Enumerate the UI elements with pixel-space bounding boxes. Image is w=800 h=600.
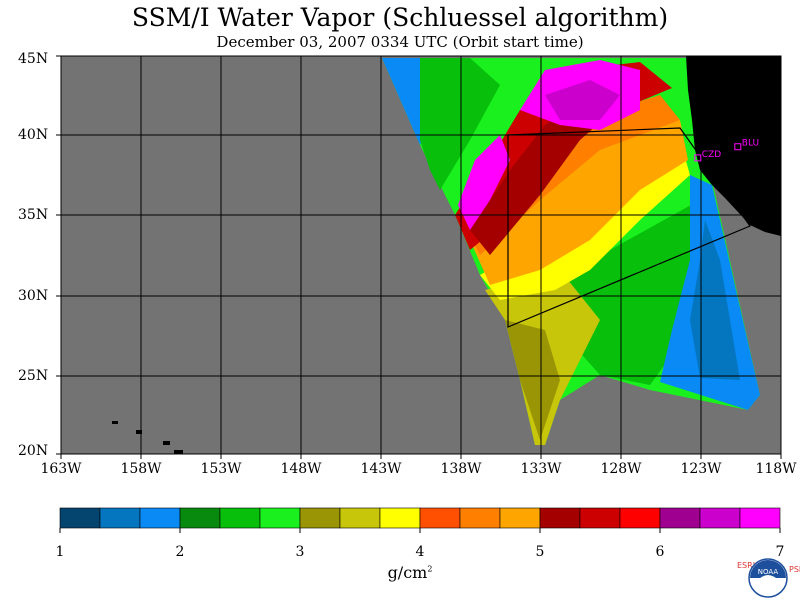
island — [174, 450, 183, 454]
swath-band-orange — [470, 120, 688, 285]
swath-band-olive-dark — [505, 320, 560, 440]
lon-label-138w: 138W — [440, 461, 482, 477]
lon-label-158w: 158W — [120, 461, 162, 477]
colorbar-tick-3: 3 — [295, 544, 305, 560]
station-markers: CZD BLU — [694, 139, 759, 162]
swath-band-purple — [545, 80, 620, 120]
colorbar-swatch — [699, 507, 741, 529]
lon-label-118w: 118W — [755, 461, 797, 477]
colorbar-swatch — [179, 507, 221, 529]
colorbar-swatch — [139, 507, 181, 529]
colorbar-tick-4: 4 — [415, 544, 425, 560]
lat-label-20n: 20N — [18, 443, 49, 459]
chart-title: SSM/I Water Vapor (Schluessel algorithm) — [131, 3, 669, 32]
colorbar-tick-7: 7 — [775, 544, 785, 560]
colorbar-units: g/cm2 — [380, 563, 440, 582]
colorbar-swatch — [579, 507, 621, 529]
swath-band-magenta — [458, 135, 510, 230]
colorbar-swatch — [739, 507, 781, 529]
colorbar — [59, 507, 781, 533]
colorbar-tick-6: 6 — [655, 544, 665, 560]
colorbar-swatch — [499, 507, 541, 529]
colorbar-swatch — [419, 507, 461, 529]
station-marker-blu — [734, 143, 742, 151]
lon-label-133w: 133W — [520, 461, 562, 477]
lat-label-35n: 35N — [18, 207, 49, 223]
map-grid — [61, 56, 781, 454]
land-mass — [686, 56, 781, 236]
colorbar-swatch — [59, 507, 101, 529]
lon-label-143w: 143W — [360, 461, 402, 477]
lon-label-123w: 123W — [680, 461, 722, 477]
lat-label-25n: 25N — [18, 368, 49, 384]
logo-left-letters: ESRL — [737, 561, 758, 570]
swath-band-green-west — [420, 58, 500, 210]
station-label-blu: BLU — [742, 139, 759, 149]
colorbar-swatch — [299, 507, 341, 529]
island — [136, 430, 142, 434]
swath-band-darkblue — [690, 220, 740, 380]
lat-label-30n: 30N — [18, 288, 49, 304]
colorbar-swatch — [459, 507, 501, 529]
station-marker-czd — [694, 154, 702, 162]
logo-right-letters: PSD — [789, 565, 800, 574]
lat-label-45n: 45N — [18, 51, 49, 67]
colorbar-units-sup: 2 — [427, 564, 433, 574]
lon-label-128w: 128W — [600, 461, 642, 477]
colorbar-swatch — [259, 507, 301, 529]
station-label-czd: CZD — [702, 150, 721, 160]
colorbar-swatch — [99, 507, 141, 529]
colorbar-tick-5: 5 — [535, 544, 545, 560]
axis-ticks — [56, 55, 782, 459]
lon-label-148w: 148W — [280, 461, 322, 477]
lon-label-163w: 163W — [40, 461, 82, 477]
noaa-logo-text: NOAA — [758, 568, 779, 576]
colorbar-tick-2: 2 — [175, 544, 185, 560]
domain-outline — [507, 127, 751, 328]
colorbar-swatch — [379, 507, 421, 529]
colorbar-swatch — [219, 507, 261, 529]
island — [163, 441, 170, 445]
lon-label-153w: 153W — [200, 461, 242, 477]
colorbar-swatch — [339, 507, 381, 529]
map-frame — [60, 55, 782, 455]
colorbar-swatch — [659, 507, 701, 529]
island — [112, 421, 118, 424]
colorbar-swatch — [539, 507, 581, 529]
noaa-logo: NOAA — [748, 558, 788, 598]
colorbar-units-text: g/cm — [387, 563, 428, 582]
chart-subtitle: December 03, 2007 0334 UTC (Orbit start … — [216, 33, 584, 51]
colorbar-swatch — [619, 507, 661, 529]
lat-label-40n: 40N — [18, 127, 49, 143]
colorbar-tick-1: 1 — [55, 544, 65, 560]
